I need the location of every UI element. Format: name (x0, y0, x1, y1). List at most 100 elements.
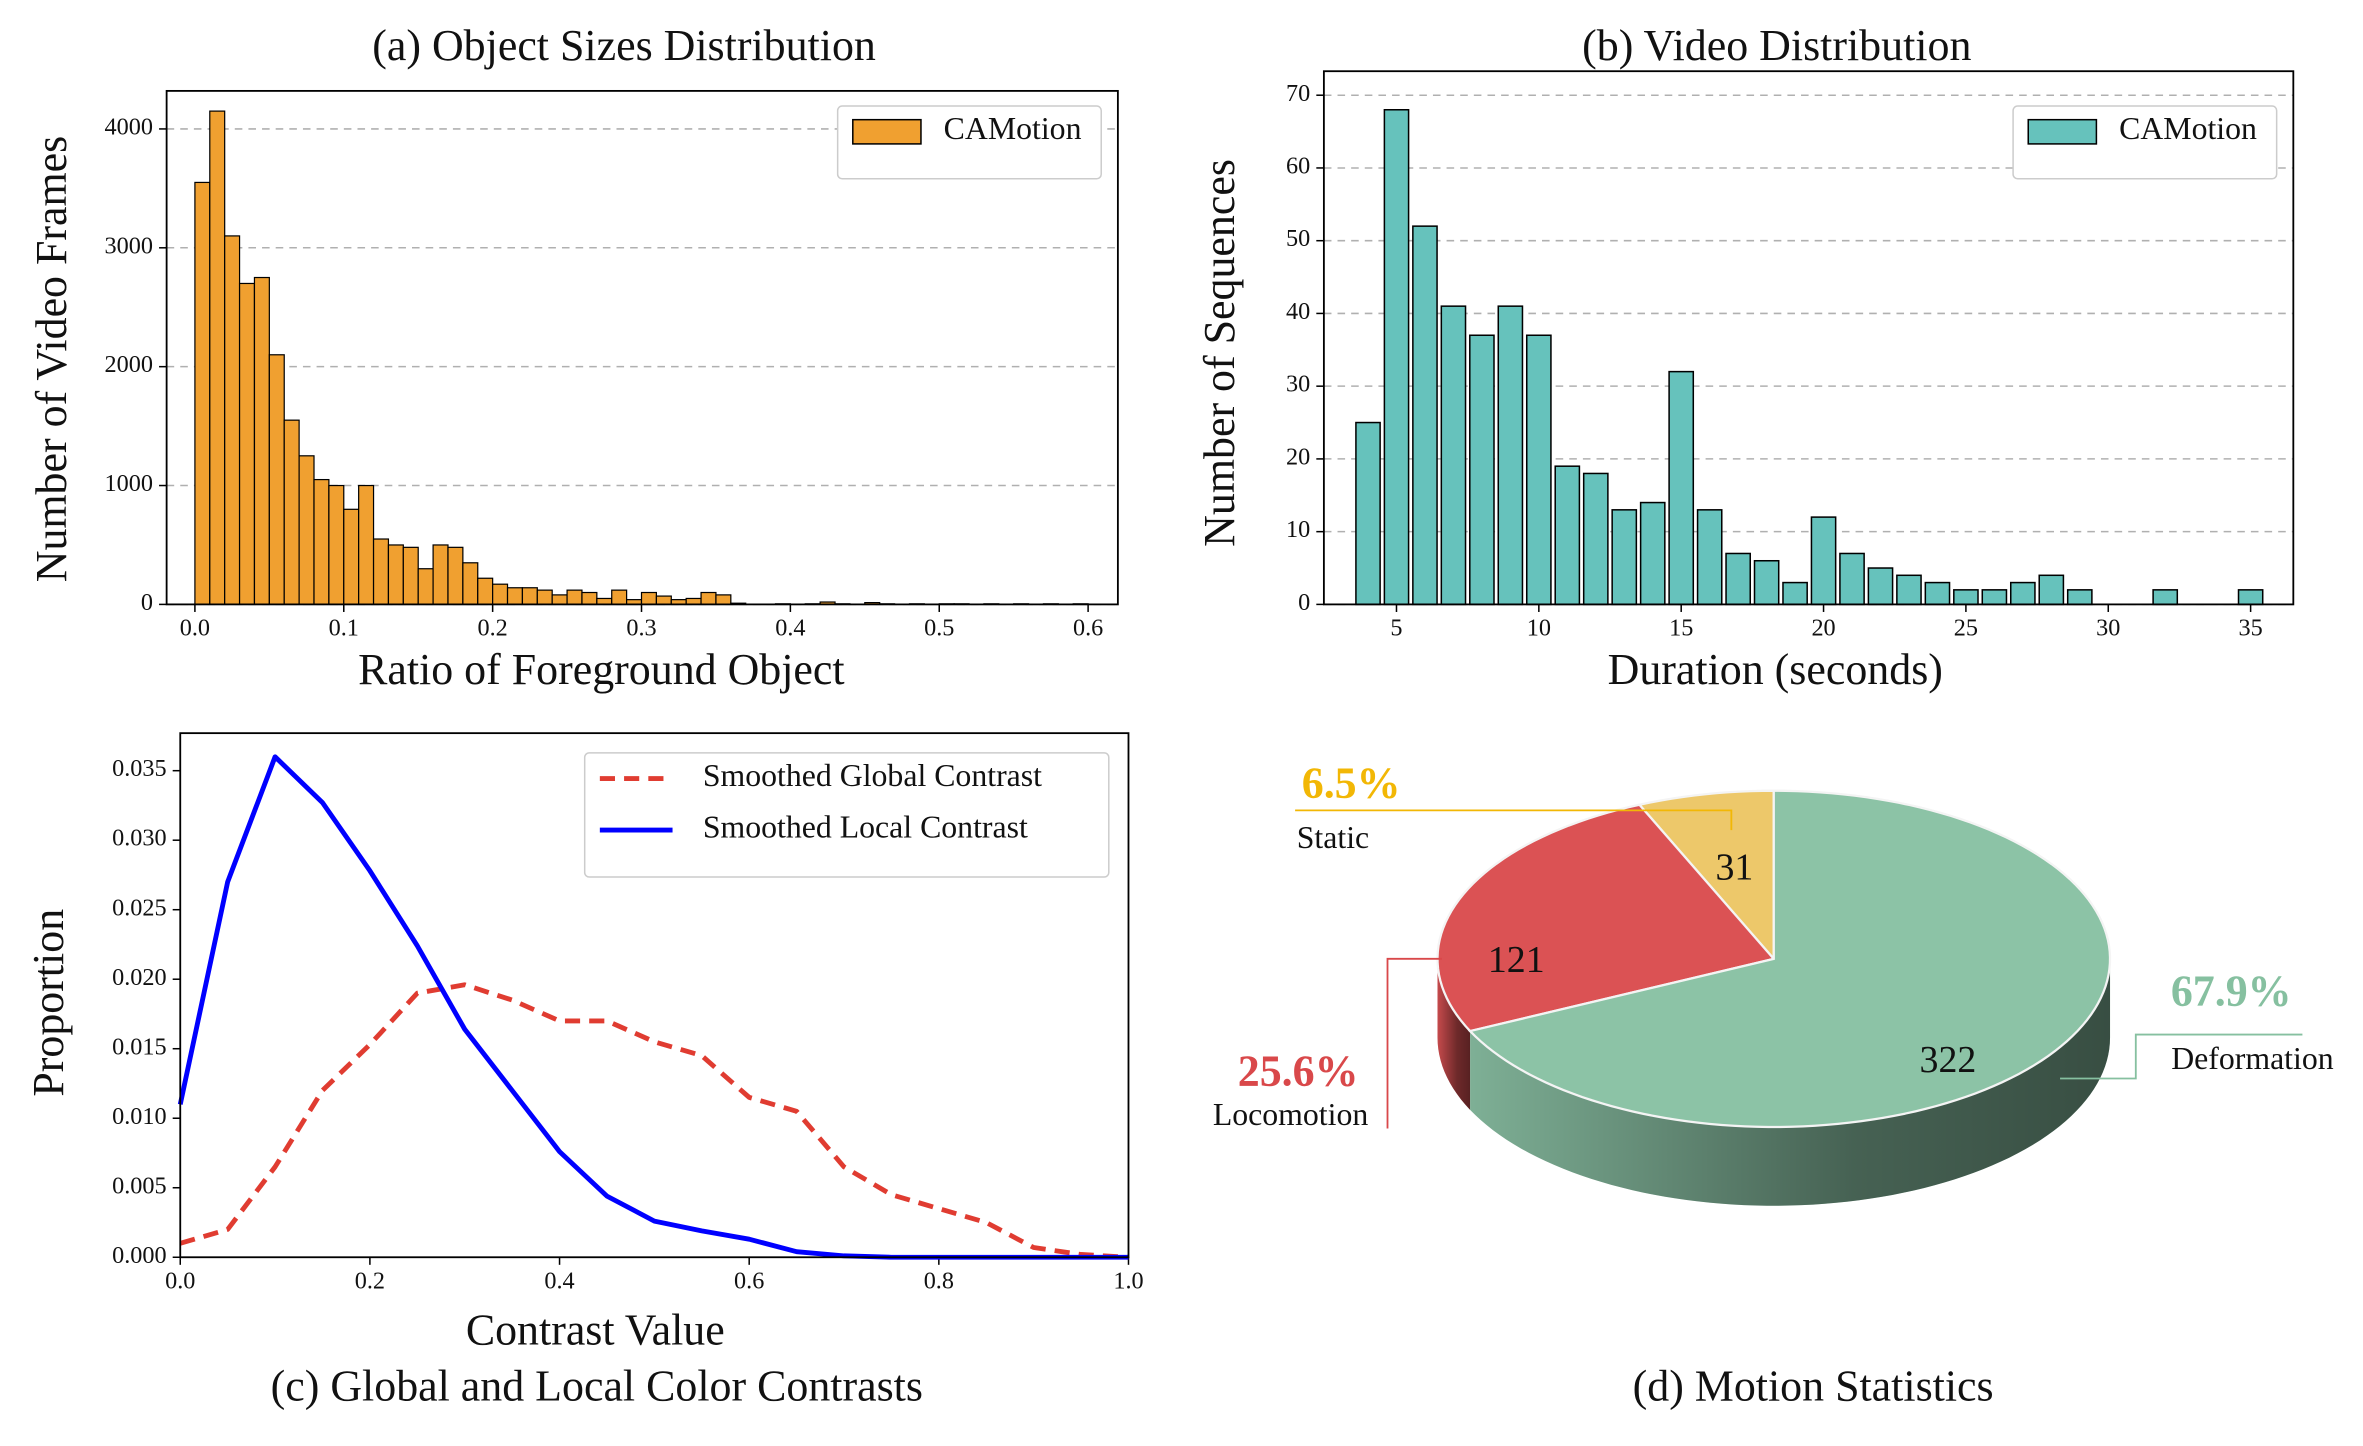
y-axis-label: Number of Video Frames (27, 136, 76, 583)
histogram-bar (477, 577, 494, 606)
bar (1355, 421, 1381, 606)
bar (1867, 567, 1894, 606)
bar (1525, 334, 1552, 606)
x-tick-label: 0.2 (477, 615, 507, 642)
legend-label: CAMotion (2119, 111, 2257, 146)
legend-label: Smoothed Global Contrast (703, 758, 1042, 793)
y-tick-label: 0.025 (112, 894, 166, 921)
y-tick-label: 0.010 (112, 1103, 166, 1130)
x-tick-label: 10 (1527, 615, 1551, 642)
bar (2152, 589, 2179, 606)
y-tick-label: 0.020 (112, 964, 166, 991)
bar (1554, 465, 1581, 606)
y-tick-label: 4000 (105, 113, 153, 140)
pie-slice (1637, 789, 1775, 962)
bar (1981, 589, 2008, 606)
chart-title: (d) Motion Statistics (1633, 1362, 1994, 1411)
histogram-bar (521, 587, 538, 606)
y-tick-label: 10 (1286, 516, 1310, 543)
slice-category: Deformation (2171, 1041, 2334, 1076)
histogram-bar (253, 276, 270, 606)
plot-frame (165, 89, 1119, 606)
bar (2237, 589, 2264, 606)
chart-title: (a) Object Sizes Distribution (372, 21, 876, 70)
y-tick-label: 0 (1298, 589, 1310, 616)
x-tick-label: 5 (1390, 615, 1402, 642)
histogram-bar (387, 544, 404, 606)
x-tick-label: 15 (1669, 615, 1693, 642)
x-axis-label: Ratio of Foreground Object (358, 645, 845, 694)
slice-value: 31 (1715, 847, 1753, 889)
y-tick-label: 30 (1286, 371, 1310, 398)
histogram-bar (298, 455, 315, 606)
x-tick-label: 0.2 (355, 1268, 385, 1295)
x-tick-label: 20 (1811, 615, 1835, 642)
x-tick-label: 0.4 (775, 615, 805, 642)
legend-label: CAMotion (944, 111, 1082, 146)
bar (1782, 581, 1808, 606)
histogram-bar (640, 591, 657, 606)
x-tick-label: 30 (2096, 615, 2120, 642)
x-tick-label: 0.6 (734, 1268, 764, 1295)
bar (1440, 305, 1467, 606)
y-tick-label: 0.005 (112, 1172, 166, 1199)
bar (2038, 574, 2065, 606)
x-tick-label: 0.0 (165, 1268, 195, 1295)
y-tick-label: 40 (1286, 298, 1310, 325)
bar (1582, 472, 1609, 606)
bar (2009, 581, 2036, 606)
histogram-bar (566, 589, 583, 606)
leader-line (1295, 809, 1733, 831)
x-axis-label: Contrast Value (466, 1306, 725, 1355)
slice-category: Locomotion (1213, 1097, 1369, 1132)
y-tick-label: 70 (1286, 80, 1310, 107)
bar (2066, 589, 2093, 606)
slice-percent: 25.6% (1238, 1047, 1359, 1096)
bar (1953, 589, 1979, 606)
pie-slice (1467, 789, 2112, 1129)
x-tick-label: 0.8 (924, 1268, 954, 1295)
bar (1839, 552, 1865, 606)
pie-side-shade (1470, 958, 2111, 1206)
x-tick-label: 0.6 (1073, 615, 1103, 642)
legend-label: Smoothed Local Contrast (703, 809, 1028, 844)
y-tick-label: 60 (1286, 153, 1310, 180)
bar (1896, 574, 1922, 606)
bar (1412, 225, 1438, 606)
leader-line (2060, 1033, 2303, 1080)
bar (1497, 305, 1524, 606)
bar (1469, 334, 1495, 606)
histogram-bar (358, 484, 375, 606)
y-axis-label: Number of Sequences (1195, 159, 1244, 547)
x-tick-label: 0.5 (924, 615, 954, 642)
y-tick-label: 20 (1286, 443, 1310, 470)
histogram-bar (402, 546, 419, 606)
histogram-bar (417, 568, 434, 606)
legend-swatch (2027, 118, 2098, 145)
y-tick-label: 0.000 (112, 1242, 166, 1269)
bar (1725, 552, 1751, 606)
histogram-bar (492, 583, 509, 606)
pie-slice (1436, 803, 1776, 1033)
bar (1753, 559, 1780, 606)
chart-title: (b) Video Distribution (1582, 21, 1971, 70)
y-tick-label: 0.030 (112, 825, 166, 852)
slice-percent: 67.9% (2171, 966, 2292, 1015)
legend-swatch (852, 118, 922, 145)
plot-frame (1322, 70, 2295, 606)
histogram-bar (432, 544, 449, 606)
bar (1810, 516, 1837, 606)
histogram-bar (462, 562, 479, 606)
histogram-bar (224, 235, 241, 606)
bar (1639, 501, 1666, 606)
histogram-bar (328, 484, 345, 606)
histogram-bar (581, 591, 598, 606)
histogram-bar (268, 354, 285, 606)
x-axis-label: Duration (seconds) (1608, 645, 1943, 694)
slice-value: 121 (1488, 939, 1545, 981)
chart-title: (c) Global and Local Color Contrasts (271, 1362, 923, 1411)
histogram-bar (238, 282, 256, 606)
histogram-bar (447, 546, 464, 606)
histogram-bar (283, 419, 300, 606)
